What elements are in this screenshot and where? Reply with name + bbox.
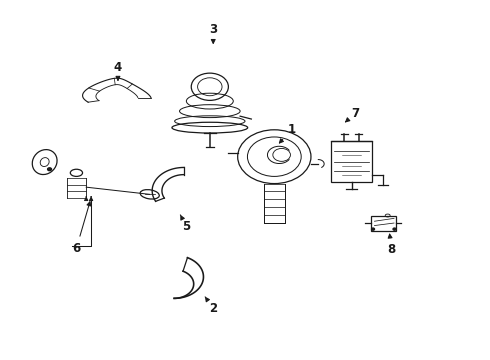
Bar xyxy=(371,216,396,230)
Text: 8: 8 xyxy=(388,234,396,256)
Text: 2: 2 xyxy=(205,297,217,315)
Text: 7: 7 xyxy=(345,107,359,122)
Circle shape xyxy=(393,228,396,230)
Text: 5: 5 xyxy=(180,215,191,233)
Text: 4: 4 xyxy=(114,60,122,80)
Bar xyxy=(331,140,372,182)
Text: 6: 6 xyxy=(73,202,91,255)
Circle shape xyxy=(48,168,51,171)
Text: 1: 1 xyxy=(279,123,295,143)
Circle shape xyxy=(371,228,374,230)
Text: 3: 3 xyxy=(209,23,217,43)
